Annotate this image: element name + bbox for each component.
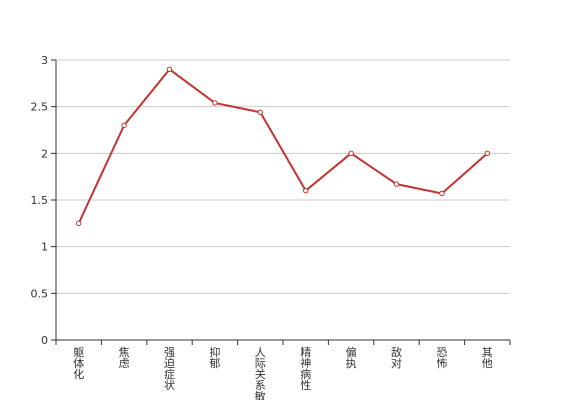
data-point [393, 181, 400, 187]
y-tick-label: 0 [41, 334, 48, 347]
data-point [121, 122, 127, 129]
x-tick-label: 敌对 [391, 345, 402, 370]
data-point [166, 66, 173, 73]
data-point [257, 109, 263, 115]
x-tick-label: 躯体化 [73, 346, 84, 381]
data-point [303, 187, 309, 194]
y-tick-label: 1.5 [31, 194, 49, 207]
x-tick-label: 精神病性 [300, 346, 311, 392]
x-tick-label: 恐怖 [436, 346, 447, 370]
data-point [76, 220, 82, 227]
x-tick-label: 强迫症状 [164, 346, 175, 392]
x-tick-label: 人际关系敏感 [255, 346, 266, 400]
y-tick-label: 3 [41, 54, 48, 67]
y-tick-label: 1 [41, 241, 48, 254]
data-point [212, 100, 218, 106]
data-point [484, 150, 490, 157]
x-tick-label: 焦虑 [119, 346, 130, 370]
data-point [348, 150, 354, 157]
x-tick-label: 抑郁 [209, 345, 220, 370]
y-tick-label: 2 [41, 147, 48, 160]
series-line [77, 68, 488, 224]
x-tick-label: 其他 [482, 346, 493, 370]
y-tick-label: 0.5 [31, 287, 49, 300]
y-tick-label: 2.5 [31, 101, 49, 114]
data-point [439, 190, 445, 197]
x-tick-label: 偏执 [346, 345, 357, 370]
